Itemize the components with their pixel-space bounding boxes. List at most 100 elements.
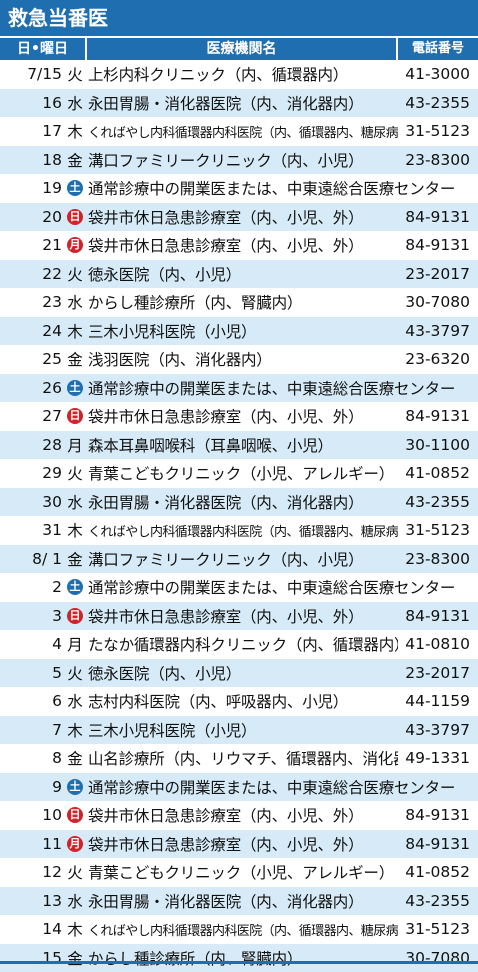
- row-date: 14: [0, 920, 64, 938]
- weekday-label: 水: [67, 491, 83, 513]
- row-tel: 30-1100: [398, 436, 478, 454]
- row-day: 金: [64, 947, 86, 969]
- row-tel: 84-9131: [398, 407, 478, 425]
- row-tel: 31-5123: [398, 920, 478, 938]
- row-day: 火: [64, 263, 86, 285]
- weekday-label: 水: [67, 690, 83, 712]
- row-institution: 三木小児科医院（小児）: [86, 320, 398, 342]
- row-date: 2: [0, 578, 64, 596]
- weekday-label: 木: [67, 918, 83, 940]
- row-day: 火: [64, 662, 86, 684]
- row-institution: 袋井市休日急患診療室（内、小児、外）: [86, 206, 398, 228]
- row-date: 12: [0, 863, 64, 881]
- header-date: 日•曜日: [0, 38, 87, 60]
- holiday-circle-icon: 日: [67, 608, 83, 624]
- weekday-label: 金: [67, 747, 83, 769]
- weekday-label: 月: [67, 633, 83, 655]
- row-date: 20: [0, 208, 64, 226]
- row-date: 11: [0, 835, 64, 853]
- row-date: 24: [0, 322, 64, 340]
- row-day: 木: [64, 120, 86, 142]
- row-institution: 袋井市休日急患診療室（内、小児、外）: [86, 405, 398, 427]
- row-institution: 浅羽医院（内、消化器内）: [86, 348, 398, 370]
- page-title: 救急当番医: [0, 0, 478, 36]
- row-tel: 23-2017: [398, 265, 478, 283]
- row-day: 火: [64, 462, 86, 484]
- row-institution: 森本耳鼻咽喉科（耳鼻咽喉、小児）: [86, 434, 398, 456]
- row-day: 日: [64, 209, 86, 225]
- row-date: 3: [0, 607, 64, 625]
- weekday-label: 火: [67, 662, 83, 684]
- weekday-label: 木: [67, 519, 83, 541]
- row-institution: 三木小児科医院（小児）: [86, 719, 398, 741]
- weekday-label: 水: [67, 92, 83, 114]
- row-institution: 志村内科医院（内、呼吸器内、小児）: [86, 690, 398, 712]
- row-day: 水: [64, 890, 86, 912]
- row-tel: 43-2355: [398, 493, 478, 511]
- weekday-label: 金: [67, 149, 83, 171]
- row-date: 31: [0, 521, 64, 539]
- row-day: 火: [64, 861, 86, 883]
- row-day: 月: [64, 434, 86, 456]
- row-tel: 31-5123: [398, 122, 478, 140]
- row-day: 水: [64, 92, 86, 114]
- row-tel: 43-2355: [398, 892, 478, 910]
- weekday-label: 火: [67, 63, 83, 85]
- row-date: 29: [0, 464, 64, 482]
- row-date: 18: [0, 151, 64, 169]
- row-day: 木: [64, 320, 86, 342]
- row-tel: 43-3797: [398, 721, 478, 739]
- row-institution: 袋井市休日急患診療室（内、小児、外）: [86, 804, 398, 826]
- row-tel: 43-3797: [398, 322, 478, 340]
- row-tel: 44-1159: [398, 692, 478, 710]
- row-tel: 84-9131: [398, 208, 478, 226]
- row-institution: 通常診療中の開業医または、中東遠総合医療センター: [86, 576, 478, 598]
- saturday-circle-icon: 土: [67, 579, 83, 595]
- header-institution: 医療機関名: [87, 38, 398, 60]
- row-institution: 永田胃腸・消化器医院（内、消化器内）: [86, 890, 398, 912]
- row-tel: 30-7080: [398, 949, 478, 967]
- row-institution: 青葉こどもクリニック（小児、アレルギー）: [86, 861, 398, 883]
- row-tel: 31-5123: [398, 521, 478, 539]
- row-day: 水: [64, 291, 86, 313]
- row-day: 金: [64, 548, 86, 570]
- row-day: 水: [64, 491, 86, 513]
- row-day: 日: [64, 608, 86, 624]
- row-tel: 23-8300: [398, 550, 478, 568]
- weekday-label: 木: [67, 320, 83, 342]
- row-day: 日: [64, 408, 86, 424]
- holiday-circle-icon: 日: [67, 209, 83, 225]
- row-tel: 23-6320: [398, 350, 478, 368]
- row-day: 金: [64, 348, 86, 370]
- row-tel: 84-9131: [398, 835, 478, 853]
- row-date: 17: [0, 122, 64, 140]
- row-date: 25: [0, 350, 64, 368]
- row-date: 27: [0, 407, 64, 425]
- weekday-label: 金: [67, 348, 83, 370]
- row-tel: 84-9131: [398, 607, 478, 625]
- row-date: 10: [0, 806, 64, 824]
- weekday-label: 金: [67, 548, 83, 570]
- row-institution: からし種診療所（内、腎臓内）: [86, 291, 398, 313]
- weekday-label: 火: [67, 462, 83, 484]
- row-date: 22: [0, 265, 64, 283]
- row-date: 6: [0, 692, 64, 710]
- row-tel: 30-7080: [398, 293, 478, 311]
- row-day: 火: [64, 63, 86, 85]
- row-institution: たなか循環器内科クリニック（内、循環器内）: [86, 633, 398, 655]
- holiday-circle-icon: 日: [67, 408, 83, 424]
- row-day: 土: [64, 579, 86, 595]
